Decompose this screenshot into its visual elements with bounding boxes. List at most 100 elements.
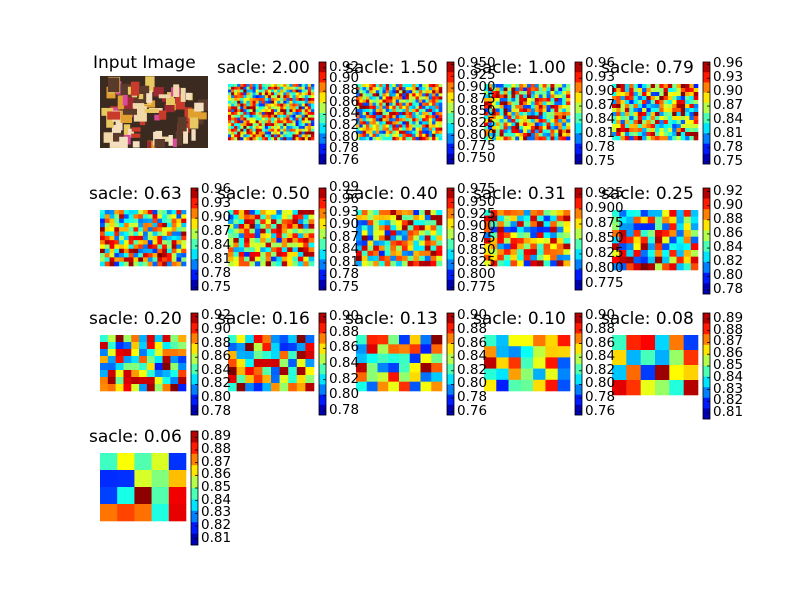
heatmap-cell [408, 105, 413, 110]
input-image-patch [113, 132, 123, 143]
heatmap-cell [497, 215, 505, 222]
colorbar-tick-label: 0.75 [585, 152, 616, 169]
heatmap-cell [128, 244, 134, 250]
colorbar-segment [191, 533, 198, 546]
colorbar-frame [318, 61, 327, 165]
heatmap-cell [283, 137, 287, 141]
heatmap-cell [629, 108, 634, 113]
heatmap-cell [534, 119, 540, 123]
heatmap-cell [624, 108, 630, 113]
heatmap-cell [680, 132, 686, 137]
heatmap-cell [422, 130, 426, 135]
heatmap-cell [637, 108, 643, 113]
heatmap-cell [362, 127, 367, 131]
heatmap-cell [286, 123, 290, 127]
heatmap-cell [422, 115, 426, 119]
heatmap-cell [280, 84, 284, 88]
heatmap-cell [267, 86, 272, 90]
colorbar-segment [191, 510, 198, 523]
heatmap-cell [519, 122, 524, 127]
heatmap-cell [424, 210, 431, 216]
heatmap-cell [676, 92, 682, 97]
heatmap-cell [399, 124, 403, 128]
heatmap-cell [672, 124, 677, 129]
heatmap-cell [267, 92, 272, 96]
colorbar-tick-label: 0.99 [329, 179, 360, 195]
heatmap-cell [295, 103, 299, 107]
heatmap-cell [271, 100, 275, 104]
heatmap-cell [693, 124, 699, 129]
heatmap-cell [396, 250, 403, 257]
colorbar-tick-label: 0.75 [329, 278, 360, 295]
heatmap-cell [543, 221, 551, 228]
heatmap-cell [236, 367, 246, 376]
heatmap-cell [385, 90, 390, 94]
heatmap-cell [283, 109, 287, 113]
input-image-patch [153, 87, 164, 97]
heatmap-cell [515, 136, 520, 141]
heatmap-cell [425, 115, 430, 119]
heatmap-cell [655, 124, 660, 129]
heatmap-cell [237, 89, 241, 93]
heatmap-cell [647, 250, 656, 257]
colorbar-segment [575, 102, 582, 114]
colorbar-tick-label: 0.90 [329, 216, 360, 233]
colorbar-tick-label: 0.78 [713, 138, 744, 155]
heatmap-cell [231, 95, 235, 99]
heatmap-cell [642, 124, 647, 129]
heatmap-cell [511, 122, 516, 127]
heatmap-cell [499, 105, 504, 109]
heatmap-cell [133, 231, 139, 237]
heatmap-cell [134, 453, 152, 471]
heatmap-cell [286, 126, 290, 130]
heatmap-cell [438, 124, 443, 128]
heatmap-cell [369, 118, 373, 122]
heatmap-cell [131, 363, 140, 371]
heatmap-cell [422, 133, 426, 138]
input-image-patch [166, 98, 176, 105]
heatmap-cell [304, 95, 309, 99]
heatmap-cell [563, 260, 571, 267]
input-image-patch [158, 94, 171, 99]
heatmap-cell [672, 92, 677, 97]
heatmap-cell [240, 128, 244, 132]
heatmap-cell [396, 245, 403, 252]
heatmap-cell [307, 89, 312, 93]
heatmap-cell [168, 470, 187, 488]
colorbar-segment [319, 374, 326, 385]
heatmap-cell [557, 346, 571, 358]
heatmap-cell [283, 98, 287, 102]
heatmap-cell [176, 248, 182, 254]
heatmap-cell [396, 240, 403, 246]
heatmap-cell [418, 127, 423, 131]
heatmap-cell [292, 137, 296, 141]
heatmap-cell [365, 115, 370, 119]
heatmap-cell [151, 487, 170, 505]
heatmap-cell [510, 260, 518, 267]
heatmap-cell [246, 112, 250, 116]
colorbar-segment [191, 323, 198, 334]
heatmap-cell [530, 108, 536, 113]
heatmap-cell [274, 114, 278, 118]
heatmap-cell [252, 117, 256, 121]
heatmap-cell [405, 99, 410, 103]
heatmap-cell [431, 353, 443, 364]
heatmap-cell [114, 261, 120, 267]
heatmap-cell [295, 123, 299, 127]
heatmap-cell [680, 120, 686, 125]
heatmap-cell [109, 235, 115, 241]
heatmap-cell [396, 235, 403, 241]
heatmap-cell [240, 137, 244, 141]
heatmap-cell [566, 101, 571, 106]
heatmap-cell [236, 343, 246, 352]
heatmap-cell [422, 124, 426, 128]
heatmap-cell [379, 118, 383, 122]
heatmap-cell [626, 350, 641, 366]
heatmap-cell [435, 118, 439, 122]
heatmap-cell [366, 335, 378, 345]
colorbar-segment [191, 431, 198, 443]
heatmap-cell [255, 137, 260, 141]
heatmap-cell [685, 96, 690, 101]
heatmap-cell [418, 90, 423, 94]
heatmap-cell [310, 86, 315, 90]
